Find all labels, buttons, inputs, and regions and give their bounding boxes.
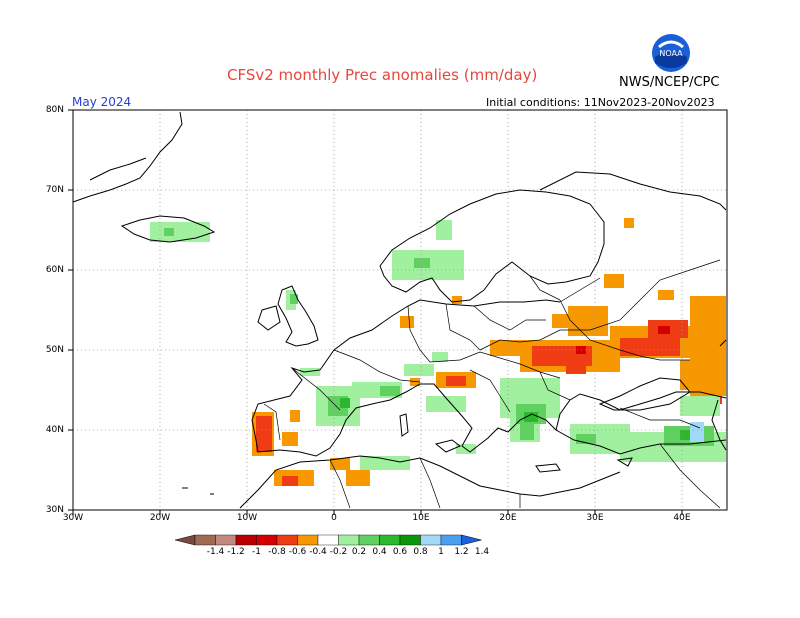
map-frame	[72, 109, 728, 511]
lon-label-10e: 10E	[412, 513, 430, 523]
colorbar-label: 0.6	[392, 547, 408, 557]
colorbar-label: 0.2	[351, 547, 367, 557]
colorbar-swatch	[276, 534, 298, 546]
colorbar-swatch	[358, 534, 380, 546]
colorbar-swatch	[399, 534, 421, 546]
wet-anomaly-very-strong	[690, 422, 704, 442]
agency-label: NWS/NCEP/CPC	[619, 75, 720, 90]
colorbar-label: -0.8	[268, 547, 286, 557]
axis-ticks	[68, 109, 683, 515]
dry-anomaly-east-europe	[490, 274, 726, 396]
colorbar-label: 0.8	[413, 547, 428, 557]
colorbar-arrow-right	[461, 534, 482, 546]
colorbar-label: 1.2	[454, 547, 469, 557]
lon-label-30w: 30W	[62, 513, 84, 523]
logo-text: NOAA	[659, 49, 683, 58]
colorbar-swatch	[317, 534, 339, 546]
lon-label-20w: 20W	[149, 513, 171, 523]
noaa-logo: NOAA	[652, 34, 690, 72]
lat-label-50n: 50N	[45, 345, 64, 355]
colorbar-swatch	[297, 534, 319, 546]
colorbar-arrow-left	[174, 534, 196, 546]
lon-label-10w: 10W	[236, 513, 258, 523]
country-borders	[263, 259, 721, 509]
lat-label-60n: 60N	[45, 265, 64, 275]
graticule	[73, 110, 727, 510]
lon-label-0: 0	[331, 513, 337, 523]
colorbar-swatch	[379, 534, 401, 546]
colorbar-label: -1.2	[227, 547, 245, 557]
colorbar-label: 1.4	[474, 547, 490, 557]
forecast-month: May 2024	[72, 95, 132, 109]
colorbar-swatch	[338, 534, 360, 546]
colorbar-label: 1	[438, 547, 444, 557]
colorbar	[174, 534, 482, 546]
initial-conditions: Initial conditions: 11Nov2023-20Nov2023	[486, 96, 715, 109]
coastlines	[72, 111, 727, 509]
wet-anomaly-weak	[150, 220, 726, 470]
lon-label-40e: 40E	[673, 513, 691, 523]
colorbar-label: -1	[252, 547, 261, 557]
colorbar-swatch	[235, 534, 257, 546]
colorbar-swatch	[256, 534, 278, 546]
colorbar-swatch	[194, 534, 216, 546]
colorbar-swatch	[215, 534, 237, 546]
lon-label-20e: 20E	[499, 513, 517, 523]
lat-label-80n: 80N	[45, 105, 64, 115]
colorbar-label: 0.4	[372, 547, 387, 557]
colorbar-label: -1.4	[206, 547, 225, 557]
colorbar-label: -0.2	[329, 547, 348, 557]
colorbar-swatch	[420, 534, 442, 546]
lat-label-30n: 30N	[45, 505, 64, 515]
lat-label-40n: 40N	[45, 425, 64, 435]
colorbar-label: -0.6	[288, 547, 307, 557]
chart-title: CFSv2 monthly Prec anomalies (mm/day)	[227, 66, 538, 84]
lon-label-30e: 30E	[586, 513, 604, 523]
colorbar-swatch	[440, 534, 462, 546]
lat-label-70n: 70N	[45, 185, 64, 195]
colorbar-label: -0.4	[309, 547, 327, 557]
